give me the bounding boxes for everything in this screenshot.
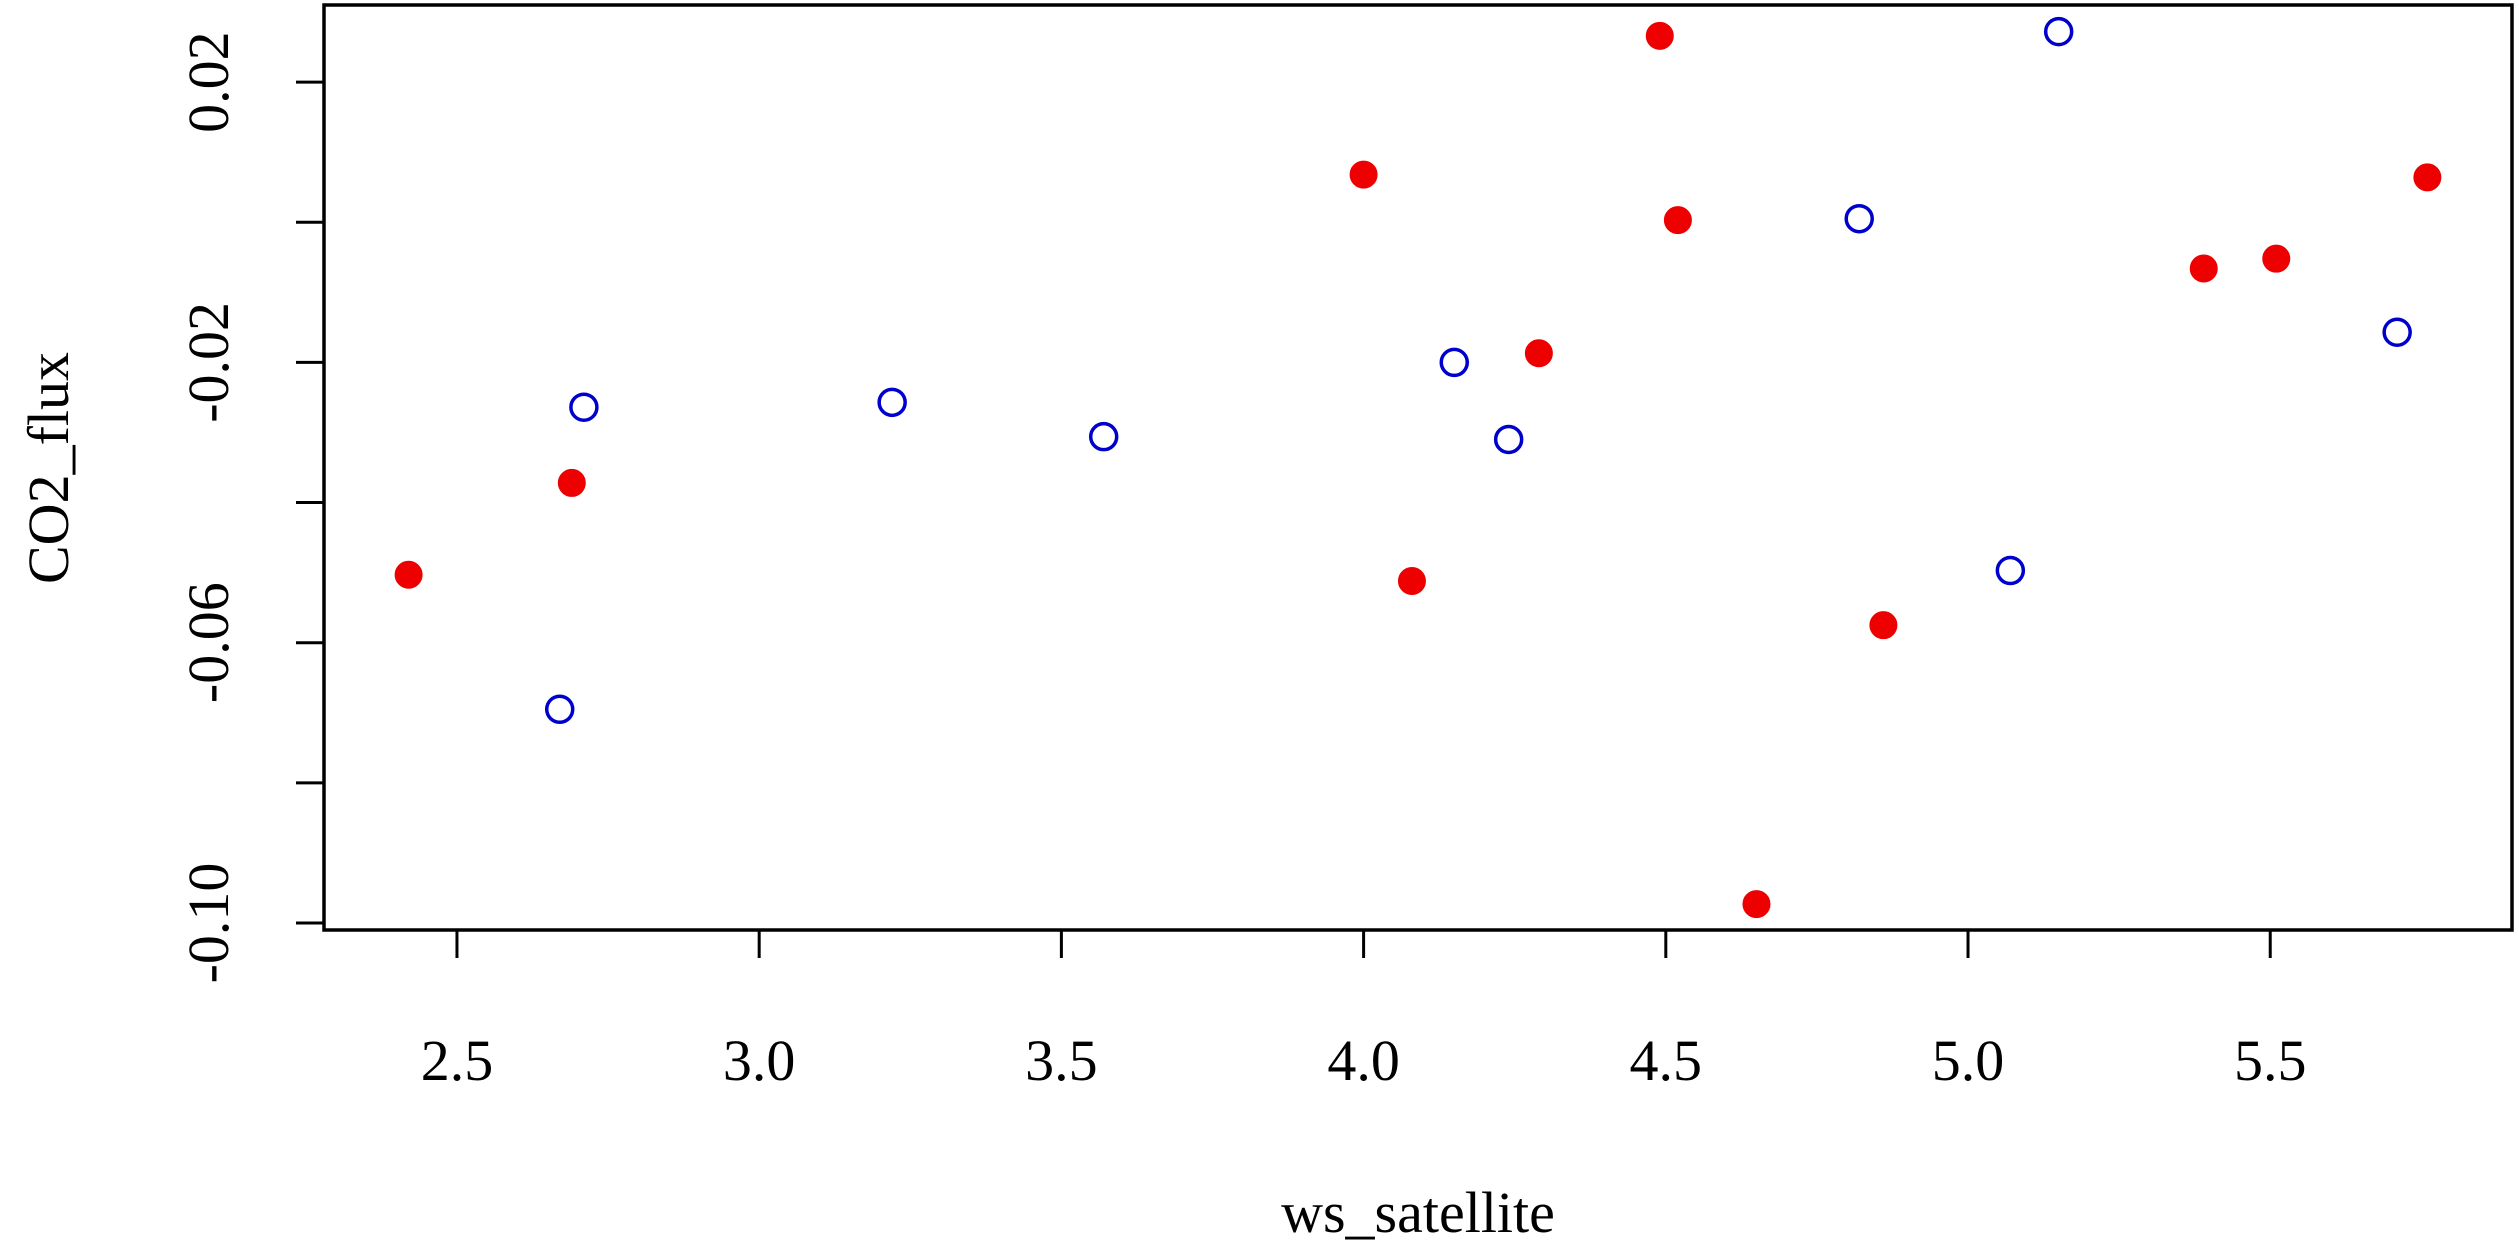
x-tick-label: 2.5 [421,1028,494,1093]
filled-point [1742,890,1771,919]
open-point [1088,421,1119,452]
x-tick-label: 4.0 [1327,1028,1400,1093]
open-point [2043,16,2074,47]
y-tick-label: -0.02 [176,302,241,423]
filled-point [1869,611,1898,640]
y-axis-label: CO2_flux [16,352,81,584]
open-point [1844,203,1874,234]
x-tick-label: 3.0 [723,1028,796,1093]
filled-point [2262,244,2291,273]
filled-point [2189,254,2218,283]
y-tick-label: -0.10 [176,863,241,984]
open-point [877,387,907,418]
filled-point [1663,206,1692,235]
y-tick-label: -0.06 [176,582,241,703]
open-point [1995,555,2026,586]
open-point [2382,317,2412,348]
x-tick-label: 3.5 [1025,1028,1098,1093]
filled-point [1524,339,1553,368]
filled-point [1349,160,1378,189]
filled-point [557,468,586,497]
y-axis: -0.10 -0.06 -0.02 0.02 [176,31,326,984]
filled-point [2413,163,2442,192]
filled-point [1397,567,1426,596]
open-point [544,694,575,725]
filled-point [394,560,423,589]
data-points [394,16,2442,919]
x-axis-label: ws_satellite [1281,1180,1555,1245]
plot-frame [322,3,2514,932]
open-point [1493,424,1524,455]
x-axis: 2.5 3.0 3.5 4.0 4.5 5.0 5.5 [421,928,2307,1093]
x-tick-label: 5.5 [2234,1028,2307,1093]
y-tick-label: 0.02 [176,31,241,133]
x-tick-label: 4.5 [1630,1028,1703,1093]
open-point [1439,347,1470,378]
x-tick-label: 5.0 [1932,1028,2005,1093]
filled-point [1645,21,1674,50]
open-point [569,392,599,422]
